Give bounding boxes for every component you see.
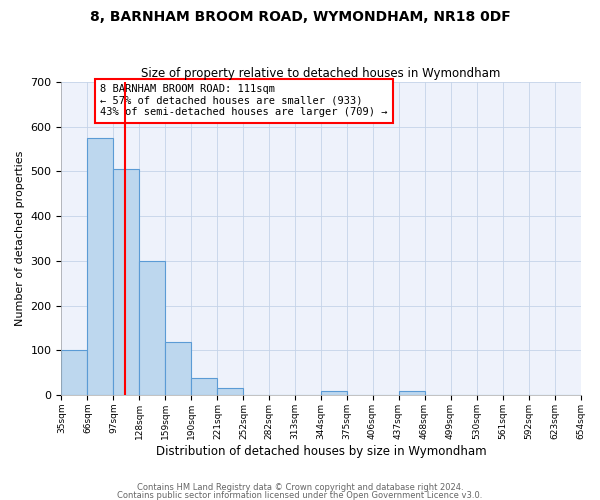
- Text: Contains HM Land Registry data © Crown copyright and database right 2024.: Contains HM Land Registry data © Crown c…: [137, 484, 463, 492]
- Bar: [88, 138, 113, 395]
- Bar: [398, 392, 425, 395]
- Bar: [191, 378, 217, 395]
- Text: Contains public sector information licensed under the Open Government Licence v3: Contains public sector information licen…: [118, 490, 482, 500]
- Bar: [217, 388, 244, 395]
- Text: 8 BARNHAM BROOM ROAD: 111sqm
← 57% of detached houses are smaller (933)
43% of s: 8 BARNHAM BROOM ROAD: 111sqm ← 57% of de…: [100, 84, 388, 117]
- Bar: [113, 169, 139, 395]
- Bar: [320, 392, 347, 395]
- X-axis label: Distribution of detached houses by size in Wymondham: Distribution of detached houses by size …: [155, 444, 486, 458]
- Y-axis label: Number of detached properties: Number of detached properties: [15, 151, 25, 326]
- Text: 8, BARNHAM BROOM ROAD, WYMONDHAM, NR18 0DF: 8, BARNHAM BROOM ROAD, WYMONDHAM, NR18 0…: [89, 10, 511, 24]
- Title: Size of property relative to detached houses in Wymondham: Size of property relative to detached ho…: [141, 66, 500, 80]
- Bar: [139, 261, 166, 395]
- Bar: [61, 350, 88, 395]
- Bar: [166, 342, 191, 395]
